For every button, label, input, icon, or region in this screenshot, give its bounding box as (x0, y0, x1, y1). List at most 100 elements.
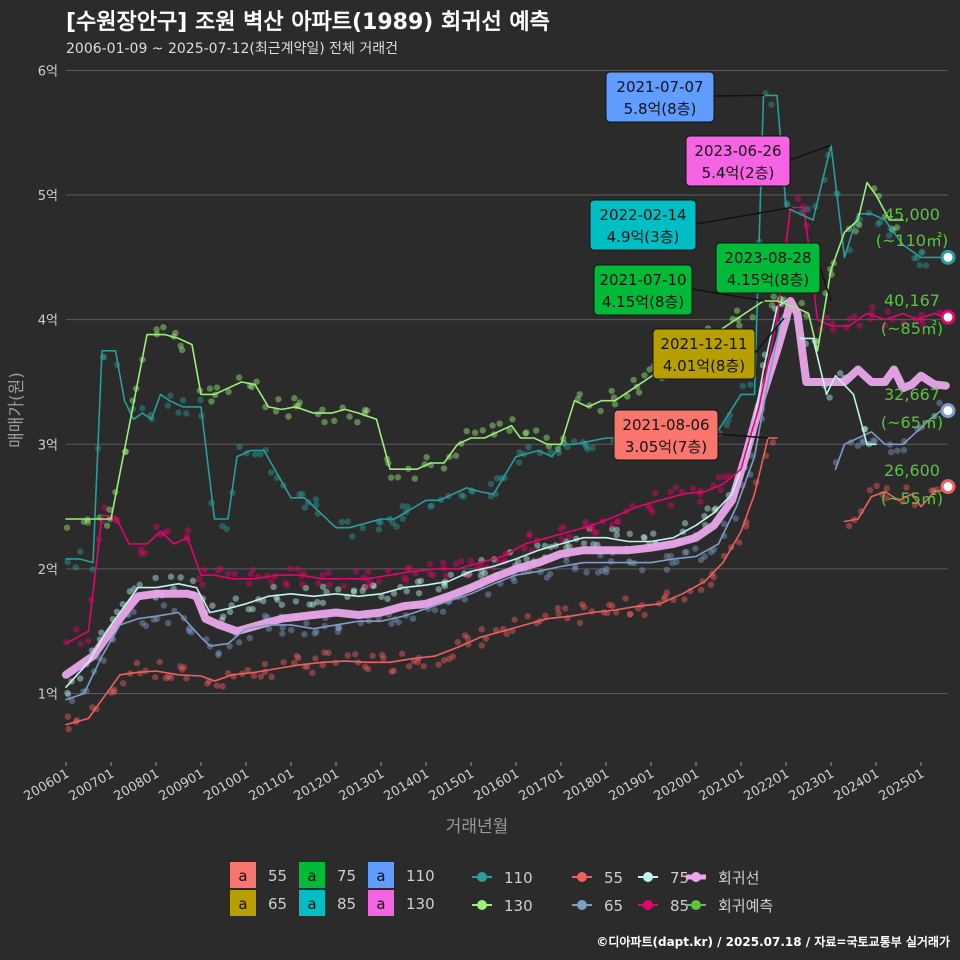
transaction-point (139, 405, 146, 412)
transaction-point (411, 475, 419, 482)
transaction-point (246, 634, 253, 642)
transaction-point (165, 673, 172, 680)
transaction-point (185, 627, 193, 635)
series-line-55b (843, 489, 945, 523)
transaction-point (206, 385, 214, 392)
transaction-point (506, 427, 513, 434)
transaction-point (334, 624, 342, 631)
x-tick-label: 200901 (157, 766, 207, 804)
transaction-point (871, 438, 878, 445)
transaction-point (87, 596, 95, 604)
prediction-price: 40,167 (884, 291, 940, 310)
transaction-point (415, 589, 423, 597)
prediction-area: (~85㎡) (881, 319, 943, 338)
transaction-point (179, 397, 187, 404)
annotation-value: 4.9억(3층) (607, 228, 680, 246)
transaction-point (523, 429, 530, 436)
transaction-point (369, 652, 376, 659)
transaction-point (152, 674, 159, 681)
transaction-point (319, 406, 326, 413)
transaction-point (697, 556, 705, 564)
legend-box-label: 55 (268, 867, 287, 885)
transaction-point (882, 494, 890, 502)
transaction-point (884, 308, 891, 315)
transaction-point (319, 599, 327, 607)
transaction-point (852, 228, 859, 235)
transaction-point (606, 601, 613, 609)
transaction-point (584, 445, 591, 453)
annotation-date: 2021-07-10 (599, 271, 686, 289)
legend-box-label: 110 (406, 867, 435, 885)
transaction-point (261, 660, 269, 668)
transaction-point (301, 631, 308, 638)
transaction-point (291, 395, 298, 402)
transaction-point (195, 575, 203, 583)
x-tick-label: 202301 (787, 766, 837, 804)
transaction-point (707, 581, 715, 588)
transaction-point (142, 622, 150, 630)
transaction-point (293, 652, 301, 660)
transaction-point (319, 572, 326, 579)
transaction-point (427, 570, 434, 578)
transaction-point (304, 499, 312, 506)
transaction-point (257, 451, 264, 458)
x-tick-label: 201701 (517, 766, 567, 804)
transaction-point (390, 667, 397, 675)
transaction-point (172, 329, 179, 337)
transaction-point (867, 315, 874, 323)
transaction-point (524, 613, 531, 620)
transaction-point (511, 616, 518, 623)
transaction-point (250, 672, 258, 680)
transaction-point (836, 370, 844, 377)
transaction-point (325, 569, 332, 576)
transaction-point (361, 663, 369, 671)
transaction-point (589, 444, 596, 452)
transaction-point (278, 601, 285, 608)
transaction-point (321, 418, 328, 426)
transaction-point (768, 302, 776, 309)
transaction-point (870, 437, 877, 444)
transaction-point (571, 565, 579, 573)
transaction-point (84, 519, 92, 526)
transaction-point (232, 595, 239, 602)
transaction-point (667, 552, 675, 560)
transaction-point (319, 583, 327, 591)
legend-box-label: 65 (268, 895, 287, 913)
transaction-point (137, 546, 145, 553)
transaction-point (364, 666, 372, 673)
transaction-point (566, 543, 573, 550)
transaction-point (296, 491, 303, 498)
transaction-point (460, 493, 468, 500)
transaction-point (325, 649, 332, 657)
transaction-point (217, 565, 225, 573)
transaction-point (312, 655, 319, 662)
transaction-point (911, 254, 918, 262)
transaction-point (175, 409, 182, 416)
transaction-point (64, 689, 71, 697)
transaction-point (609, 521, 616, 529)
transaction-point (106, 506, 113, 513)
annotation-box (593, 264, 693, 316)
transaction-point (846, 246, 853, 254)
transaction-point (887, 448, 895, 456)
transaction-point (208, 398, 215, 405)
series-line-75 (65, 300, 787, 688)
legend-box-letter: a (238, 895, 247, 913)
transaction-point (321, 649, 328, 656)
transaction-point (363, 583, 370, 590)
transaction-point (303, 620, 310, 627)
legend: a 55 a 65 a 75 a 85 a 110 a 130 110 130 55 65 75 85 회귀선회귀예… (230, 862, 773, 916)
transaction-point (936, 399, 943, 407)
transaction-point (370, 582, 377, 590)
transaction-point (873, 482, 880, 490)
series-line-130 (65, 181, 904, 520)
transaction-point (177, 663, 184, 670)
transaction-point (215, 649, 223, 657)
transaction-point (394, 474, 402, 481)
transaction-point (732, 515, 739, 522)
transaction-point (275, 396, 282, 403)
transaction-point (563, 557, 570, 565)
transaction-point (367, 580, 374, 587)
annotation-box (589, 199, 697, 251)
transaction-point (903, 484, 910, 491)
